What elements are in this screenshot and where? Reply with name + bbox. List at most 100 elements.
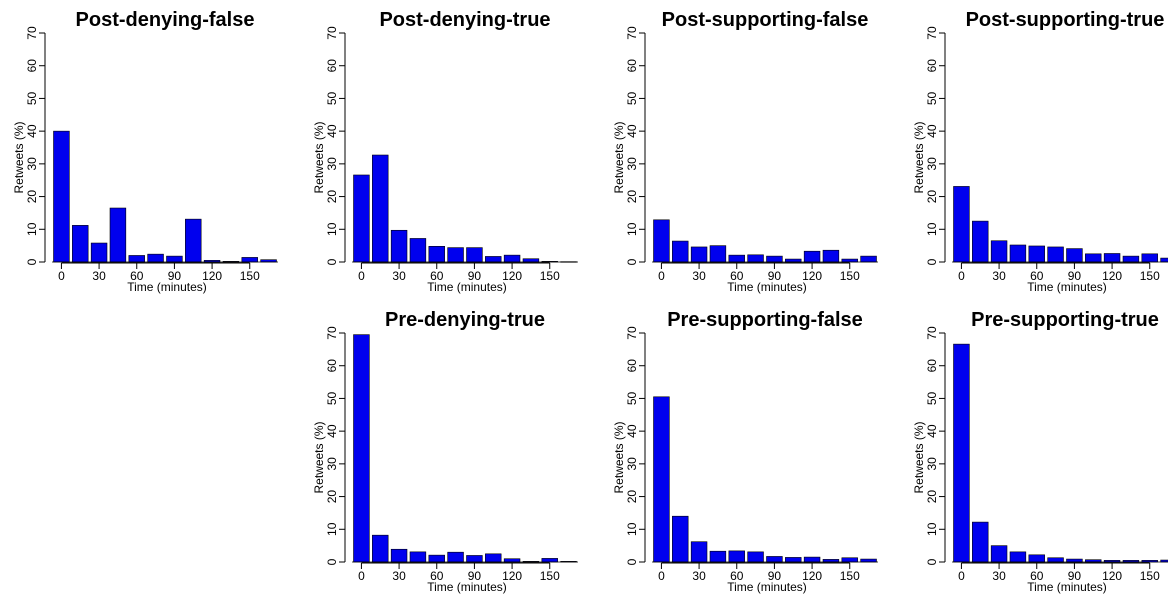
x-tick-label: 150 — [1140, 269, 1160, 283]
y-tick-label: 70 — [925, 326, 939, 340]
y-tick-label: 0 — [625, 258, 639, 265]
bar — [860, 558, 877, 563]
chart-title: Post-denying-true — [379, 9, 550, 31]
bar — [372, 154, 389, 263]
bar — [803, 250, 821, 263]
y-tick-label: 30 — [625, 157, 639, 171]
y-tick-label: 60 — [325, 59, 339, 73]
bar — [709, 245, 727, 263]
bar — [841, 557, 858, 563]
x-tick-label: 60 — [730, 569, 744, 583]
y-tick-label: 0 — [325, 258, 339, 265]
x-axis-label: Time (minutes) — [427, 280, 507, 294]
y-tick-label: 40 — [925, 124, 939, 138]
bar — [503, 558, 521, 563]
bar — [803, 556, 821, 563]
bar — [1066, 248, 1083, 263]
y-tick-label: 20 — [325, 190, 339, 204]
y-tick-label: 40 — [625, 424, 639, 438]
bar — [1047, 557, 1064, 563]
x-axis-label: Time (minutes) — [127, 280, 207, 294]
x-axis-label: Time (minutes) — [1027, 280, 1107, 294]
y-tick-label: 60 — [925, 59, 939, 73]
y-tick-label: 30 — [325, 457, 339, 471]
chart-title: Pre-supporting-false — [667, 309, 863, 331]
y-tick-label: 30 — [925, 157, 939, 171]
y-tick-label: 0 — [25, 258, 39, 265]
bar — [747, 254, 764, 263]
x-tick-label: 30 — [92, 269, 106, 283]
bar — [1028, 554, 1045, 563]
bar — [672, 515, 689, 563]
y-tick-label: 10 — [25, 222, 39, 236]
bar — [72, 225, 89, 263]
y-tick-label: 50 — [625, 391, 639, 405]
bar — [766, 556, 783, 563]
y-tick-label: 50 — [625, 91, 639, 105]
bar — [90, 242, 108, 263]
x-tick-label: 120 — [802, 269, 822, 283]
y-tick-label: 0 — [925, 558, 939, 565]
x-tick-label: 120 — [802, 569, 822, 583]
y-tick-label: 30 — [25, 157, 39, 171]
x-tick-label: 0 — [958, 269, 965, 283]
x-tick-label: 60 — [430, 569, 444, 583]
bar — [990, 240, 1008, 263]
chart-panel: 0 10 20 30 40 50 60 70 0 30 60 90 120 150 Time (minute… — [912, 9, 1168, 294]
y-tick-label: 10 — [625, 222, 639, 236]
bar — [353, 174, 370, 263]
y-tick-label: 50 — [325, 91, 339, 105]
bar — [1160, 257, 1168, 263]
y-tick-label: 0 — [925, 258, 939, 265]
bar — [953, 343, 970, 563]
x-tick-label: 30 — [392, 569, 406, 583]
x-axis-label: Time (minutes) — [427, 580, 507, 594]
y-tick-label: 20 — [625, 190, 639, 204]
x-tick-label: 0 — [658, 569, 665, 583]
x-tick-label: 0 — [958, 569, 965, 583]
x-tick-label: 120 — [1102, 269, 1122, 283]
x-tick-label: 90 — [168, 269, 182, 283]
bar — [653, 219, 670, 263]
x-tick-label: 0 — [58, 269, 65, 283]
chart-title: Post-supporting-true — [966, 9, 1165, 31]
y-axis-label: Retweets (%) — [912, 121, 926, 193]
bar — [147, 253, 164, 263]
y-tick-label: 30 — [625, 457, 639, 471]
y-tick-label: 40 — [325, 124, 339, 138]
bar — [690, 246, 708, 263]
x-tick-label: 60 — [130, 269, 144, 283]
bar — [541, 558, 558, 563]
x-tick-label: 30 — [392, 269, 406, 283]
x-axis-label: Time (minutes) — [1027, 580, 1107, 594]
bar — [953, 186, 970, 263]
bar — [672, 240, 689, 263]
bar — [109, 207, 127, 263]
x-tick-label: 30 — [992, 269, 1006, 283]
x-tick-label: 90 — [1068, 569, 1082, 583]
y-axis-label: Retweets (%) — [912, 421, 926, 493]
bar — [390, 548, 408, 563]
y-tick-label: 10 — [925, 222, 939, 236]
bar — [690, 541, 708, 563]
y-tick-label: 20 — [625, 490, 639, 504]
y-tick-label: 70 — [625, 26, 639, 40]
bar — [1122, 255, 1140, 263]
y-tick-label: 10 — [325, 522, 339, 536]
bar — [766, 255, 783, 263]
y-tick-label: 30 — [925, 457, 939, 471]
x-tick-label: 120 — [502, 569, 522, 583]
bar — [372, 534, 389, 563]
bar — [353, 334, 370, 563]
bar — [972, 220, 989, 263]
y-tick-label: 10 — [325, 222, 339, 236]
bar — [128, 255, 145, 263]
y-tick-label: 20 — [925, 190, 939, 204]
x-tick-label: 120 — [502, 269, 522, 283]
bar — [709, 550, 727, 563]
bar — [485, 256, 502, 263]
y-tick-label: 70 — [925, 26, 939, 40]
bar — [1103, 253, 1121, 263]
y-tick-label: 50 — [925, 391, 939, 405]
